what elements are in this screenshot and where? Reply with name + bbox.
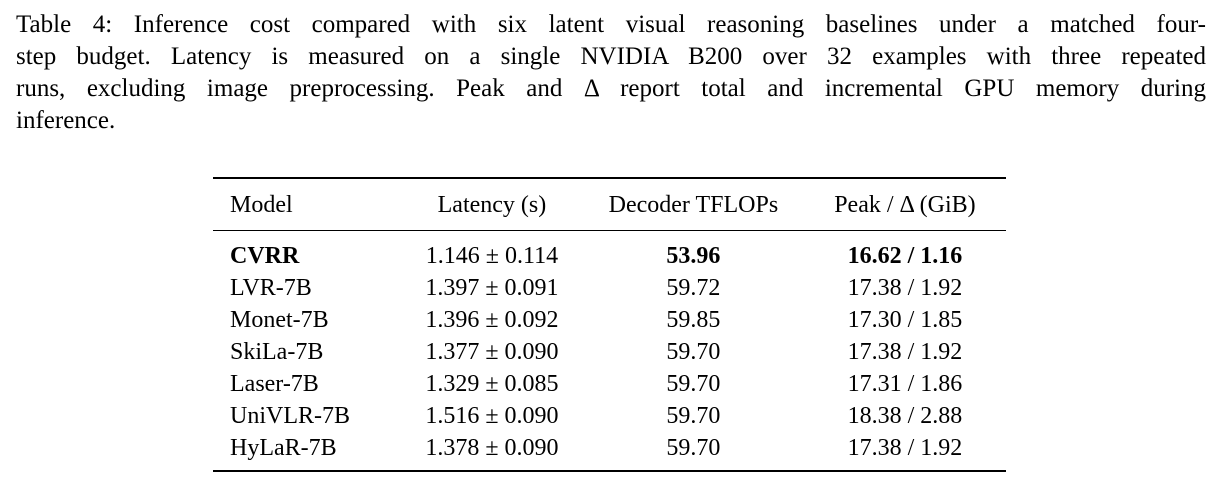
inference-cost-table: Model Latency (s) Decoder TFLOPs Peak / …	[213, 177, 1006, 472]
cell-latency: 1.397 ± 0.091	[425, 274, 559, 301]
cell-model: Monet-7B	[230, 306, 329, 333]
header-peak: Peak / Δ (GiB)	[834, 192, 976, 218]
table-row: Monet-7B 1.396 ± 0.092 59.85 17.30 / 1.8…	[213, 304, 1006, 336]
cell-peak: 16.62 / 1.16	[847, 242, 963, 269]
table-row: CVRR 1.146 ± 0.114 53.96 16.62 / 1.16	[213, 231, 1006, 273]
table-row: Laser-7B 1.329 ± 0.085 59.70 17.31 / 1.8…	[213, 368, 1006, 400]
caption-line: runs, excluding image preprocessing. Pea…	[16, 75, 1206, 102]
cell-peak: 18.38 / 2.88	[847, 402, 963, 429]
cell-peak: 17.31 / 1.86	[847, 370, 963, 397]
cell-tflops: 59.72	[666, 274, 721, 301]
cell-model: LVR-7B	[230, 274, 312, 301]
cell-tflops: 59.70	[666, 402, 721, 429]
table-caption: Table 4: Inference cost compared with si…	[16, 9, 1206, 137]
cell-latency: 1.329 ± 0.085	[425, 370, 559, 397]
header-model: Model	[230, 192, 293, 218]
cell-latency: 1.146 ± 0.114	[425, 242, 559, 269]
cell-peak: 17.30 / 1.85	[847, 306, 963, 333]
caption-line: step budget. Latency is measured on a si…	[16, 43, 1206, 70]
results-table-container: Model Latency (s) Decoder TFLOPs Peak / …	[213, 177, 1006, 472]
caption-line: Table 4: Inference cost compared with si…	[16, 11, 1206, 38]
cell-tflops: 59.70	[666, 434, 721, 461]
cell-tflops: 53.96	[666, 242, 721, 269]
cell-model: SkiLa-7B	[230, 338, 324, 365]
cell-tflops: 59.70	[666, 370, 721, 397]
table-row: SkiLa-7B 1.377 ± 0.090 59.70 17.38 / 1.9…	[213, 336, 1006, 368]
caption-line: inference.	[16, 107, 116, 134]
header-tflops: Decoder TFLOPs	[608, 192, 779, 218]
cell-latency: 1.396 ± 0.092	[425, 306, 559, 333]
cell-model: UniVLR-7B	[230, 402, 350, 429]
table-row: HyLaR-7B 1.378 ± 0.090 59.70 17.38 / 1.9…	[213, 432, 1006, 471]
cell-peak: 17.38 / 1.92	[847, 434, 963, 461]
cell-model: CVRR	[230, 242, 300, 269]
table-row: UniVLR-7B 1.516 ± 0.090 59.70 18.38 / 2.…	[213, 400, 1006, 432]
cell-latency: 1.378 ± 0.090	[425, 434, 559, 461]
cell-tflops: 59.85	[666, 306, 721, 333]
cell-peak: 17.38 / 1.92	[847, 274, 963, 301]
table-row: LVR-7B 1.397 ± 0.091 59.72 17.38 / 1.92	[213, 272, 1006, 304]
cell-peak: 17.38 / 1.92	[847, 338, 963, 365]
cell-model: Laser-7B	[230, 370, 319, 397]
cell-tflops: 59.70	[666, 338, 721, 365]
cell-latency: 1.516 ± 0.090	[425, 402, 559, 429]
cell-model: HyLaR-7B	[230, 434, 337, 461]
header-latency: Latency (s)	[437, 192, 547, 218]
cell-latency: 1.377 ± 0.090	[425, 338, 559, 365]
header-row: Model Latency (s) Decoder TFLOPs Peak / …	[213, 178, 1006, 231]
